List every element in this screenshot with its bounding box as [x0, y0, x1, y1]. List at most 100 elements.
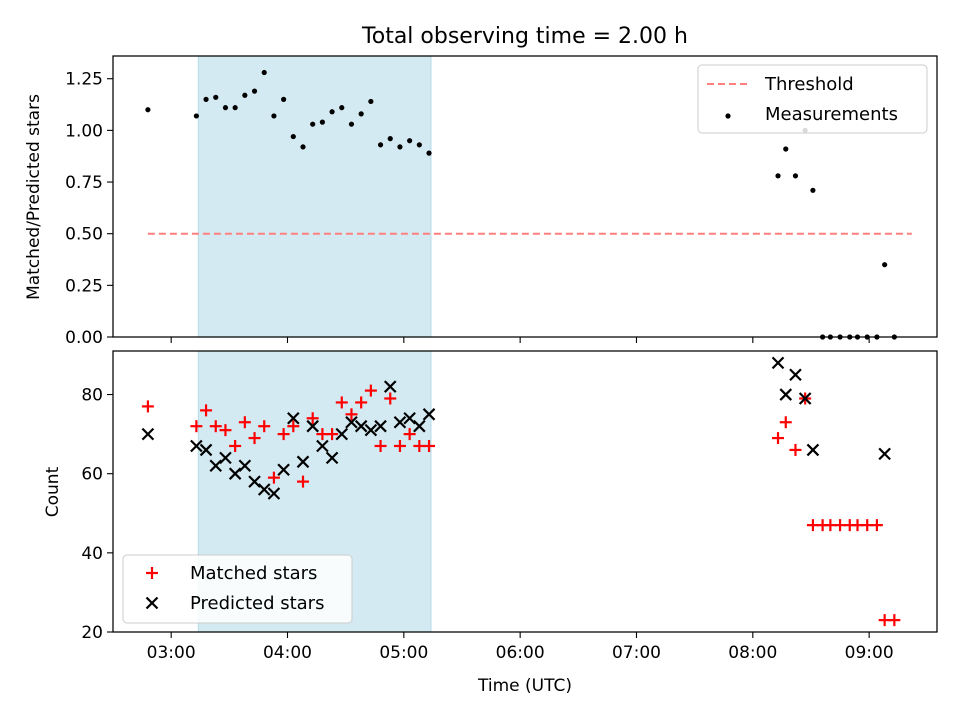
predicted-star-point	[190, 439, 203, 453]
predicted-star-point	[413, 419, 426, 433]
x-axis-label: Time (UTC)	[477, 676, 572, 696]
bottom-y-ticks: 20 40 60 80	[81, 386, 113, 643]
predicted-star-point	[422, 408, 436, 421]
predicted-star-point	[306, 419, 319, 433]
x-tick-label: 06:00	[496, 643, 545, 663]
matched-star-point	[219, 424, 232, 437]
legend-measurements-label: Measurements	[765, 104, 898, 125]
measurement-point	[358, 111, 364, 117]
measurement-point	[251, 88, 258, 94]
predicted-star-point	[806, 443, 820, 457]
legend-threshold-label: Threshold	[764, 74, 854, 95]
top-y-tick-label: 1.25	[65, 70, 103, 90]
matched-star-point	[287, 420, 300, 433]
x-tick-label: 05:00	[379, 643, 428, 663]
measurement-point	[242, 92, 248, 98]
matched-star-point	[238, 416, 251, 429]
bottom-y-tick-label: 40	[81, 544, 103, 564]
matched-star-point	[888, 614, 901, 627]
predicted-star-point	[771, 356, 785, 370]
measurement-point	[426, 150, 432, 156]
measurement-point	[203, 96, 209, 102]
matched-star-point	[364, 384, 377, 397]
bottom-y-tick-label: 80	[81, 386, 103, 406]
top-y-axis-label: Matched/Predicted stars	[24, 94, 44, 300]
predicted-star-point	[267, 487, 281, 500]
measurement-point	[213, 94, 219, 100]
measurement-point	[416, 142, 422, 148]
matched-star-point	[326, 428, 339, 441]
top-panel: Total observing time = 2.00 h 0.000.250.…	[24, 24, 938, 348]
predicted-star-point	[199, 443, 213, 457]
matched-star-point	[277, 428, 290, 441]
x-tick-label: 09:00	[845, 643, 894, 663]
legend-predicted-label: Predicted stars	[190, 593, 324, 614]
predicted-star-point	[238, 459, 252, 473]
matched-star-point	[335, 396, 348, 409]
predicted-star-point	[325, 451, 339, 465]
top-plot-frame	[112, 55, 938, 338]
predicted-star-point	[354, 419, 368, 433]
matched-star-point	[384, 392, 397, 405]
measurement-point	[310, 121, 316, 127]
predicted-star-point	[257, 483, 271, 496]
top-legend: Threshold Measurements	[697, 64, 928, 134]
measurement-point	[792, 173, 799, 179]
predicted-star-point	[248, 475, 261, 488]
matched-star-point	[345, 408, 358, 421]
bottom-y-axis-label: Count	[43, 466, 63, 517]
predicted-star-point	[403, 412, 416, 425]
measurement-point	[810, 187, 816, 193]
matched-star-point	[229, 439, 242, 452]
matched-star-point	[306, 412, 319, 425]
matched-star-point	[779, 416, 792, 429]
matched-star-point	[267, 471, 280, 484]
matched-star-point	[258, 420, 271, 433]
measurement-point	[145, 107, 151, 113]
bottom-x-ticks: 03:00 04:00 05:00 06:00 07:00 08:00 09:00	[147, 632, 894, 663]
measurement-point	[407, 138, 413, 144]
legend-matched-swatch	[146, 567, 158, 579]
matched-star-point	[403, 428, 416, 441]
top-y-tick-label: 0.75	[65, 173, 103, 193]
measurement-point	[882, 262, 888, 268]
measurement-point	[290, 133, 296, 140]
measurement-point	[222, 105, 229, 111]
x-tick-label: 07:00	[612, 643, 661, 663]
x-tick-label: 08:00	[728, 643, 777, 663]
legend-matched-label: Matched stars	[190, 563, 317, 584]
predicted-star-point	[789, 368, 802, 382]
matched-star-point	[789, 443, 802, 456]
predicted-star-point	[878, 447, 891, 461]
predicted-star-point	[345, 415, 358, 429]
bottom-y-tick-label: 20	[81, 623, 103, 643]
measurement-point	[397, 144, 403, 150]
predicted-star-point	[374, 419, 387, 433]
matched-star-point	[393, 439, 406, 452]
legend-measurements-swatch	[725, 113, 731, 119]
matched-star-point	[297, 475, 310, 488]
top-x-ticks	[170, 337, 870, 343]
measurement-point	[377, 142, 384, 148]
predicted-star-point	[393, 415, 407, 429]
measurement-point	[193, 113, 199, 119]
x-tick-label: 04:00	[263, 643, 312, 663]
measurement-point	[271, 113, 277, 119]
top-y-tick-label: 1.00	[65, 121, 103, 141]
bottom-legend: Matched stars Predicted stars	[122, 554, 353, 624]
predicted-star-point	[228, 467, 242, 480]
matched-star-point	[374, 439, 387, 452]
predicted-star-point	[209, 459, 223, 473]
measurement-point	[319, 119, 325, 125]
legend-predicted-swatch	[145, 596, 159, 610]
measurement-point	[775, 173, 781, 179]
top-chart-title: Total observing time = 2.00 h	[361, 24, 688, 49]
predicted-star-point	[364, 423, 378, 437]
predicted-star-point	[219, 451, 232, 465]
bottom-y-tick-label: 60	[81, 465, 103, 485]
measurement-point	[281, 96, 287, 102]
bottom-legend-box	[122, 554, 353, 624]
observing-window	[197, 55, 432, 338]
predicted-star-point	[141, 427, 155, 441]
